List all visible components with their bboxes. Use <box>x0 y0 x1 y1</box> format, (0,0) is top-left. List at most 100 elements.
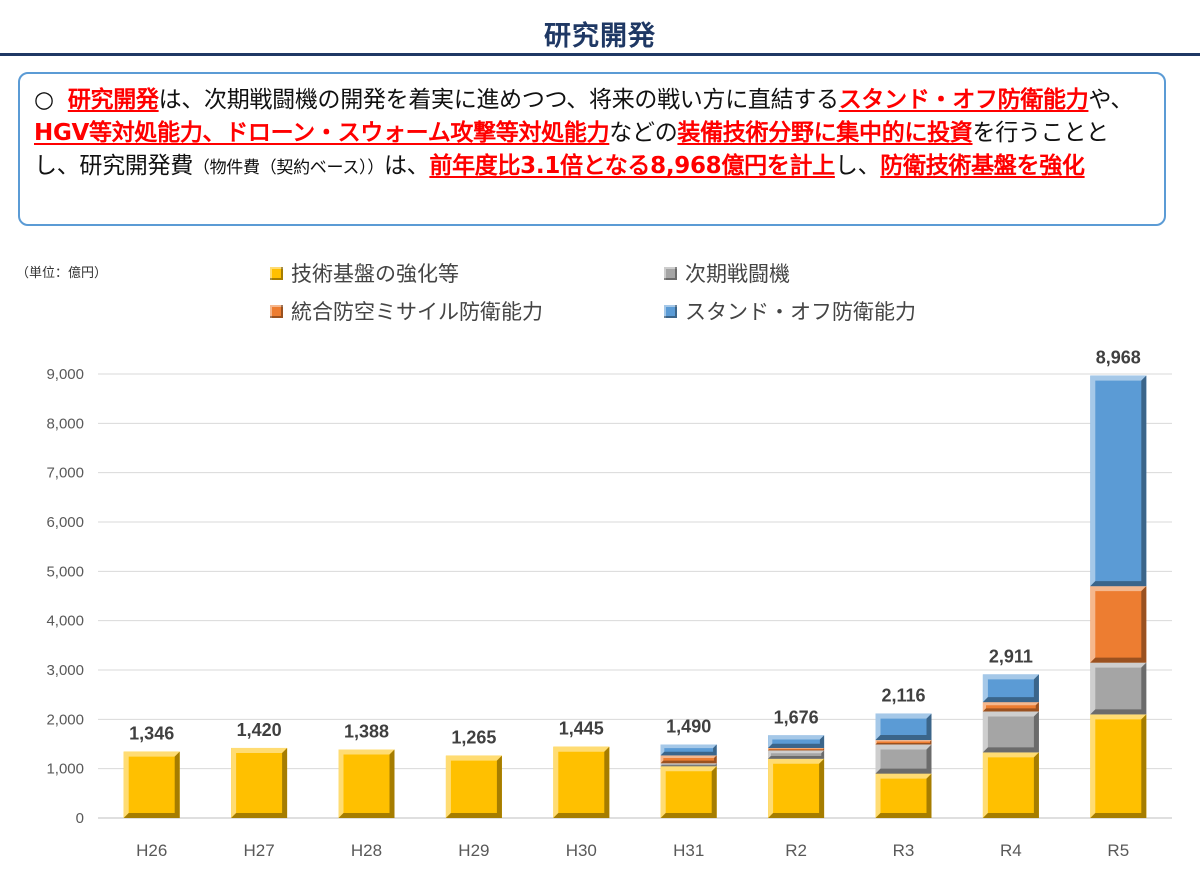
summary-part: を行うこととし、研究開発費 <box>34 120 1109 179</box>
bar-segment <box>553 746 610 818</box>
summary-part: （物件費（契約ベース）） <box>192 158 384 178</box>
bar-segment-shadow <box>660 763 717 767</box>
summary-box: ○ 研究開発は、次期戦闘機の開発を着実に進めつつ、将来の戦い方に直結するスタンド… <box>18 72 1166 226</box>
total-data-label: 2,911 <box>989 646 1033 666</box>
stacked-bar-chart: 0 1,000 2,000 3,000 4,000 5,000 6,000 7,000 8,00… <box>46 348 1172 860</box>
x-category-label: H29 <box>458 841 489 860</box>
total-data-label: 8,968 <box>1096 348 1141 368</box>
bar-segment-highlight <box>768 750 825 759</box>
bar-segment <box>875 773 932 818</box>
legend-swatch <box>664 266 677 280</box>
legend-label: 統合防空ミサイル防衛能力 <box>291 300 543 324</box>
bar-segment-highlight <box>660 755 717 764</box>
summary-part: スタンド・オフ防衛能力 <box>838 87 1089 113</box>
bar-segment <box>1090 714 1147 818</box>
summary-bullet: ○ <box>34 87 54 113</box>
title-divider <box>0 53 1200 56</box>
legend-item-iamd: 統合防空ミサイル防衛能力 <box>270 296 543 326</box>
bar-segment <box>875 740 932 745</box>
bar-segment-highlight <box>982 702 1039 712</box>
bar-segment-shadow <box>660 755 717 764</box>
bar-segment <box>123 751 180 818</box>
bar-segment-shadow <box>660 744 717 756</box>
bar-segment-highlight <box>875 744 932 774</box>
bar-segment-shadow <box>768 750 825 759</box>
summary-part: 前年度比3.1倍となる8,968億円を計上 <box>429 153 835 179</box>
bar-segment-shadow <box>982 711 1039 753</box>
bar-segment <box>660 766 717 818</box>
x-category-label: H27 <box>244 841 275 860</box>
total-data-label: 1,676 <box>774 707 819 727</box>
bar-segment <box>982 711 1039 753</box>
summary-part: し、 <box>834 153 881 179</box>
total-data-label: 2,116 <box>881 686 925 706</box>
bar-segment-highlight <box>875 773 932 818</box>
x-category-label: R2 <box>785 841 807 860</box>
y-tick-label: 8,000 <box>46 415 84 432</box>
bar-segment-highlight <box>660 763 717 767</box>
summary-part: HGV等対処能力、ドローン・スウォーム攻撃等対処能力 <box>34 120 610 146</box>
x-category-label: H30 <box>566 841 597 860</box>
summary-part: や、 <box>1088 87 1134 113</box>
legend-label: 技術基盤の強化等 <box>291 262 459 286</box>
total-data-label: 1,346 <box>129 724 174 744</box>
bar-segment <box>660 763 717 767</box>
x-category-label: R3 <box>893 841 915 860</box>
bar-segment-shadow <box>875 713 932 741</box>
summary-part: などの <box>609 120 678 146</box>
y-tick-label: 0 <box>76 810 84 827</box>
bar-segment-shadow <box>982 674 1039 703</box>
total-data-label: 1,445 <box>559 719 604 739</box>
legend-item-standoff: スタンド・オフ防衛能力 <box>664 296 916 326</box>
bar-segment-shadow <box>768 747 825 751</box>
legend-label: スタンド・オフ防衛能力 <box>685 300 916 324</box>
summary-part: 防衛技術基盤を強化 <box>880 153 1085 179</box>
bar-segment <box>1090 662 1147 715</box>
bar-segment-highlight <box>768 735 825 748</box>
summary-part: は、次期戦闘機の開発を着実に進めつつ、将来の戦い方に直結する <box>158 87 839 113</box>
total-data-label: 1,265 <box>451 728 496 748</box>
legend-swatch <box>270 304 283 318</box>
bar-segment <box>231 747 288 818</box>
y-tick-label: 6,000 <box>46 514 84 531</box>
total-data-label: 1,490 <box>666 716 711 736</box>
chart-legend: 技術基盤の強化等 次期戦闘機 統合防空ミサイル防衛能力 スタンド・オフ防衛能力 <box>270 258 990 328</box>
summary-text: ○ 研究開発は、次期戦闘機の開発を着実に進めつつ、将来の戦い方に直結するスタンド… <box>34 84 1150 185</box>
x-category-label: H28 <box>351 841 382 860</box>
y-tick-label: 4,000 <box>46 613 84 630</box>
y-tick-label: 3,000 <box>46 662 84 679</box>
total-data-label: 1,388 <box>344 722 389 742</box>
x-category-label: H31 <box>673 841 704 860</box>
x-category-label: R5 <box>1107 841 1129 860</box>
bar-segment-highlight <box>982 674 1039 703</box>
x-category-label: R4 <box>1000 841 1022 860</box>
page-title: 研究開発 <box>544 21 656 52</box>
bar-segment-highlight <box>875 713 932 741</box>
y-tick-label: 7,000 <box>46 465 84 482</box>
bar-segment-shadow <box>875 773 932 818</box>
y-tick-label: 9,000 <box>46 366 84 383</box>
bar-segment <box>768 750 825 759</box>
bar-segment-highlight <box>982 711 1039 753</box>
y-tick-label: 5,000 <box>46 563 84 580</box>
bar-segment <box>660 744 717 756</box>
unit-label: （単位：億円） <box>16 266 108 281</box>
bar-segment <box>768 747 825 751</box>
summary-part: は、 <box>383 153 430 179</box>
bar-segment <box>982 702 1039 712</box>
bar-segment-shadow <box>875 744 932 774</box>
bar-segment <box>982 752 1039 818</box>
y-tick-label: 1,000 <box>46 761 84 778</box>
bar-segment-shadow <box>768 735 825 748</box>
legend-swatch <box>270 266 283 280</box>
total-data-label: 1,420 <box>237 720 282 740</box>
bar-segment-shadow <box>982 702 1039 712</box>
summary-part: 装備技術分野に集中的に投資 <box>677 120 973 146</box>
bar-segment <box>338 749 395 818</box>
legend-item-tech-base: 技術基盤の強化等 <box>270 258 459 288</box>
summary-part: 研究開発 <box>67 87 159 113</box>
bar-segment <box>1090 375 1147 587</box>
bar-segment-highlight <box>768 747 825 751</box>
x-category-label: H26 <box>136 841 167 860</box>
bar-segment-shadow <box>875 740 932 745</box>
